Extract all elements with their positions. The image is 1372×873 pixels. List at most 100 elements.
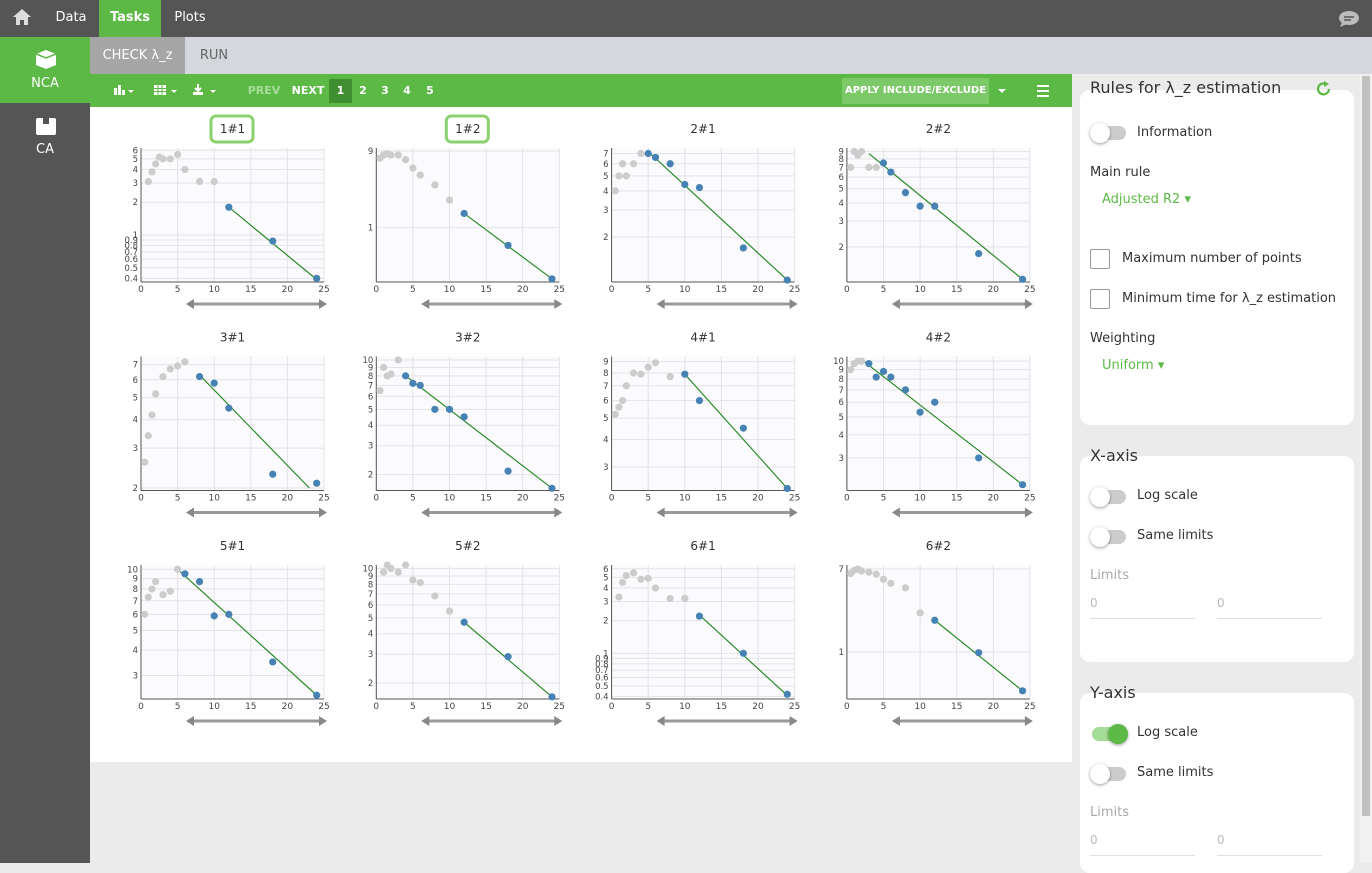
side-nca[interactable]: NCA [31, 76, 59, 91]
x-tick-label: 0 [138, 285, 144, 295]
x-tick-label: 25 [1024, 494, 1035, 504]
weighting-select[interactable]: Uniform ▾ [1102, 358, 1165, 373]
x-log-toggle[interactable] [1090, 487, 1126, 507]
data-point [269, 237, 277, 245]
home-icon[interactable] [12, 8, 32, 26]
side-nca-bg[interactable] [0, 37, 90, 103]
x-tick-label: 5 [175, 285, 181, 295]
y-tick-label: 10 [362, 564, 373, 574]
data-point [975, 249, 983, 258]
data-point [695, 612, 704, 620]
data-point [210, 177, 218, 186]
data-point [1018, 687, 1027, 695]
tab-check[interactable]: CHECK λ_z [90, 37, 185, 74]
y-tick-label: 6 [603, 565, 608, 575]
y-tick-label: 2 [603, 233, 608, 243]
data-point [504, 467, 512, 475]
page-5[interactable]: 5 [426, 84, 434, 97]
data-point [666, 594, 674, 603]
y-tick-label: 3 [368, 650, 373, 660]
y-tick-label: 5 [603, 172, 608, 182]
x-tick-label: 5 [645, 494, 651, 504]
data-point [695, 183, 704, 192]
data-point [401, 372, 410, 380]
x-max-input[interactable]: 0 [1217, 596, 1322, 619]
data-point [313, 691, 321, 699]
toolbar-icons[interactable] [110, 82, 222, 100]
x-tick-label: 25 [318, 702, 329, 712]
x-tick-label: 5 [410, 702, 416, 712]
data-point [548, 693, 556, 701]
fit-line [177, 568, 318, 696]
x-tick-label: 15 [245, 702, 256, 712]
tab-run[interactable]: RUN [199, 48, 229, 63]
page-3[interactable]: 3 [381, 84, 389, 97]
x-same-toggle[interactable] [1090, 527, 1126, 547]
scroll-thumb[interactable] [1362, 76, 1370, 816]
page-2[interactable]: 2 [359, 84, 367, 97]
min-time-checkbox[interactable] [1090, 289, 1110, 309]
x-tick-label: 15 [480, 702, 491, 712]
x-tick-label: 15 [951, 285, 962, 295]
y-log-toggle[interactable] [1092, 724, 1128, 744]
main-rule-select[interactable]: Adjusted R2 ▾ [1102, 192, 1191, 207]
data-point [181, 570, 189, 578]
max-points-checkbox[interactable] [1090, 249, 1110, 269]
nca-icon [35, 50, 57, 69]
data-point [644, 574, 652, 582]
x-tick-label: 25 [789, 702, 800, 712]
x-tick-label: 25 [1024, 702, 1035, 712]
y-tick-label: 5 [838, 185, 843, 195]
y-max-input[interactable]: 0 [1217, 833, 1322, 856]
plot-title: 3#1 [220, 331, 245, 345]
data-point [622, 172, 630, 180]
data-point [901, 189, 910, 197]
y-tick-label: 4 [133, 646, 138, 656]
x-tick-label: 10 [444, 494, 456, 504]
y-tick-label: 0.4 [124, 274, 138, 284]
page-4[interactable]: 4 [403, 84, 411, 97]
y-tick-label: 2 [133, 484, 138, 494]
data-point [548, 484, 556, 492]
apply-button[interactable]: APPLY INCLUDE/EXCLUDE [842, 78, 989, 104]
x-tick-label: 25 [554, 702, 565, 712]
y-same-toggle[interactable] [1090, 764, 1126, 784]
x-tick-label: 25 [789, 285, 800, 295]
nav-tasks[interactable]: Tasks [99, 0, 161, 37]
x-axis-card [1080, 456, 1354, 662]
data-point [611, 410, 619, 418]
data-point [416, 381, 424, 389]
side-ca[interactable]: CA [36, 142, 54, 157]
chat-icon[interactable] [1338, 10, 1360, 28]
weighting-label: Weighting [1090, 331, 1156, 346]
information-toggle[interactable] [1090, 123, 1126, 143]
x-tick-label: 20 [517, 285, 529, 295]
y-tick-label: 4 [603, 584, 608, 594]
data-point [409, 164, 417, 172]
ca-icon [36, 118, 56, 135]
x-tick-label: 15 [951, 702, 962, 712]
toolbar-menu[interactable] [995, 82, 1055, 100]
data-point [445, 196, 454, 204]
data-point [394, 151, 402, 159]
nav-data[interactable]: Data [55, 10, 87, 25]
weighting-value: Uniform [1102, 358, 1154, 373]
x-min-input[interactable]: 0 [1090, 596, 1195, 619]
y-min-input[interactable]: 0 [1090, 833, 1195, 856]
next-button[interactable]: NEXT [291, 84, 325, 97]
y-tick-label: 6 [838, 398, 843, 408]
data-point [210, 612, 218, 620]
data-point [376, 387, 384, 395]
data-point [460, 413, 468, 421]
data-point [387, 370, 395, 378]
data-point [445, 607, 454, 615]
page-1[interactable]: 1 [329, 79, 352, 103]
data-point [166, 365, 174, 373]
y-tick-label: 3 [603, 597, 608, 607]
x-tick-label: 20 [282, 494, 294, 504]
y-tick-label: 8 [603, 369, 608, 379]
nav-plots[interactable]: Plots [174, 10, 206, 25]
y-tick-label: 0.6 [595, 673, 609, 683]
prev-button[interactable]: PREV [247, 84, 281, 97]
reset-icon[interactable] [1315, 80, 1333, 98]
